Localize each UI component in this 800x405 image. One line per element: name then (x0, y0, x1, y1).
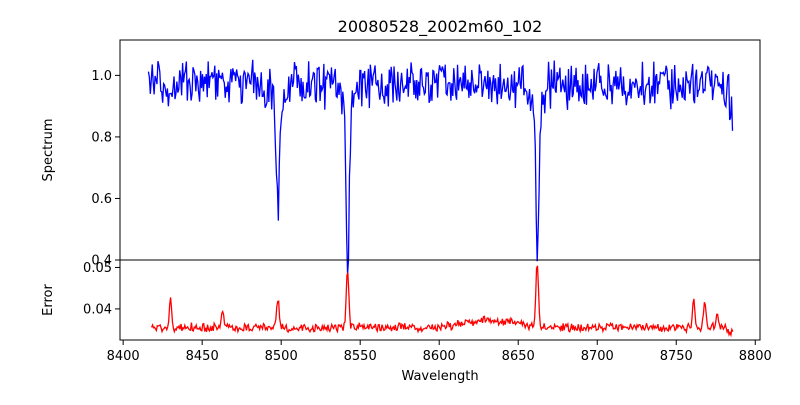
error-panel: 0.04 0.05 8400 8450 8500 8550 8600 8650 8700 875… (41, 259, 772, 384)
x-tick-label: 8400 (107, 349, 140, 364)
error-series-line (150, 265, 734, 338)
spectrum-y-axis-label: Spectrum (41, 119, 56, 182)
error-y-axis-label: Error (41, 284, 56, 316)
error-x-ticks: 8400 8450 8500 8550 8600 8650 8700 8750 8800 (107, 340, 772, 364)
error-y-ticks: 0.04 0.05 (83, 261, 120, 317)
x-tick-label: 8750 (660, 349, 693, 364)
spectrum-series-line (147, 59, 734, 275)
error-y-tick-label: 0.04 (83, 302, 112, 317)
x-axis-label: Wavelength (401, 369, 478, 384)
x-tick-label: 8450 (186, 349, 219, 364)
chart-title: 20080528_2002m60_102 (338, 17, 543, 37)
error-y-tick-label: 0.05 (83, 261, 112, 276)
x-tick-label: 8500 (265, 349, 298, 364)
spectrum-y-tick-label: 0.6 (91, 192, 112, 207)
spectrum-y-tick-label: 0.4 (91, 254, 112, 269)
x-tick-label: 8550 (344, 349, 377, 364)
x-tick-label: 8650 (502, 349, 535, 364)
x-tick-label: 8600 (423, 349, 456, 364)
spectrum-panel: 0.4 0.6 0.8 1.0 Spectrum (41, 39, 761, 275)
x-tick-label: 8700 (581, 349, 614, 364)
spectrum-y-tick-label: 0.8 (91, 130, 112, 145)
spectrum-y-ticks: 0.4 0.6 0.8 1.0 (91, 69, 120, 269)
x-tick-label: 8800 (739, 349, 772, 364)
error-axes-frame (119, 259, 761, 341)
spectrum-y-tick-label: 1.0 (91, 69, 112, 84)
